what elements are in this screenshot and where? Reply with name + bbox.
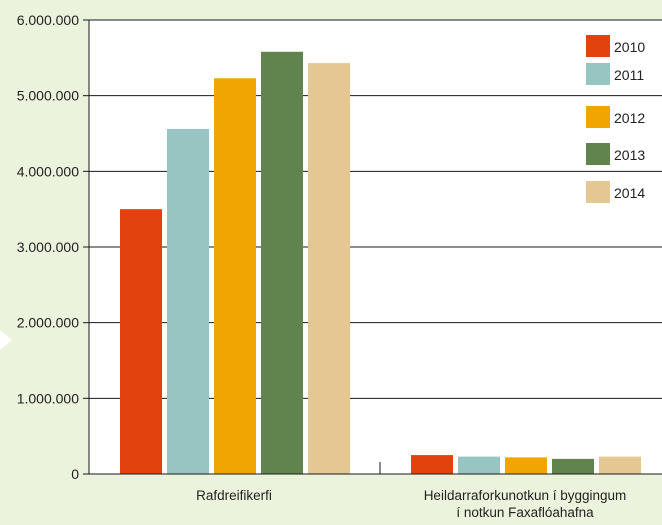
- bars: [120, 51, 641, 474]
- category-labels: Rafdreifikerfi Heildarraforkunotkun í byg…: [196, 488, 626, 520]
- bar-2014-cat0: [308, 63, 350, 474]
- bar-2010-cat0: [120, 209, 162, 474]
- bar-2010-cat1: [411, 455, 453, 474]
- legend-label-2010: 2010: [614, 39, 645, 55]
- y-tick-label: 3.000.000: [17, 239, 79, 255]
- axes: [83, 19, 662, 475]
- legend-label-2011: 2011: [614, 67, 644, 83]
- bar-2013-cat0: [261, 51, 303, 474]
- y-tick-labels: 0 1.000.000 2.000.000 3.000.000 4.000.000 5.0…: [17, 12, 80, 482]
- y-tick-label: 2.000.000: [17, 315, 79, 331]
- legend-label-2014: 2014: [614, 185, 645, 201]
- legend-swatch-2013: [586, 143, 610, 165]
- y-tick-label: 6.000.000: [17, 12, 79, 28]
- decorative-arrow: [0, 330, 12, 350]
- legend-label-2012: 2012: [614, 110, 645, 126]
- y-tick-label: 5.000.000: [17, 88, 79, 104]
- category-label: í notkun Faxaflóahafna: [456, 505, 594, 520]
- legend-swatch-2014: [586, 181, 610, 203]
- y-tick-label: 0: [71, 466, 79, 482]
- category-label: Heildarraforkunotkun í byggingum: [424, 488, 627, 503]
- legend-swatch-2010: [586, 35, 610, 57]
- bar-2011-cat1: [458, 456, 500, 474]
- legend-swatch-2011: [586, 63, 610, 85]
- legend-label-2013: 2013: [614, 147, 645, 163]
- y-tick-label: 4.000.000: [17, 163, 79, 179]
- legend-swatch-2012: [586, 106, 610, 128]
- bar-2011-cat0: [167, 128, 209, 474]
- bar-2012-cat1: [505, 457, 547, 474]
- legend: 2010 2011 2012 2013 2014: [586, 35, 645, 203]
- bar-2014-cat1: [599, 456, 641, 474]
- bar-2012-cat0: [214, 78, 256, 474]
- y-tick-label: 1.000.000: [17, 390, 79, 406]
- bar-2013-cat1: [552, 458, 594, 474]
- category-label: Rafdreifikerfi: [196, 488, 272, 503]
